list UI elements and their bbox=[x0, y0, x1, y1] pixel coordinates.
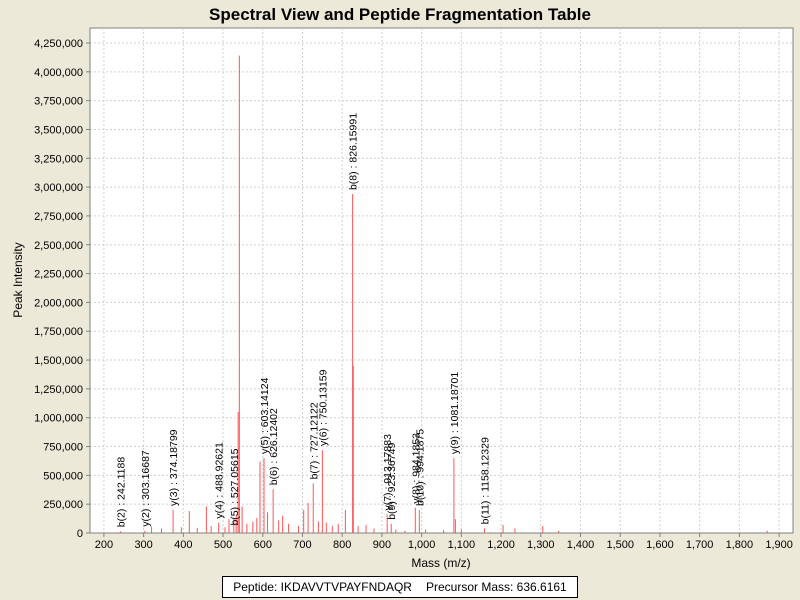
peak-label: y(9) : 1081.18701 bbox=[449, 372, 461, 454]
x-tick-label: 1,800 bbox=[726, 539, 754, 551]
peak-label: y(3) : 374.18799 bbox=[168, 429, 180, 506]
x-tick-label: 400 bbox=[174, 539, 192, 551]
x-tick-label: 300 bbox=[134, 539, 152, 551]
y-tick-label: 1,500,000 bbox=[34, 355, 83, 367]
peak-series bbox=[120, 55, 768, 533]
y-tick-label: 2,750,000 bbox=[34, 211, 83, 223]
x-tick-label: 900 bbox=[373, 539, 391, 551]
chart-title: Spectral View and Peptide Fragmentation … bbox=[209, 5, 591, 24]
peak-label: b(10) : 994.1875 bbox=[414, 429, 426, 506]
x-tick-label: 1,000 bbox=[408, 539, 436, 551]
peak-label: b(11) : 1158.12329 bbox=[479, 437, 491, 524]
y-axis-label: Peak Intensity bbox=[11, 242, 25, 317]
peak-label: b(8) : 826.15991 bbox=[348, 113, 360, 190]
x-tick-label: 600 bbox=[254, 539, 272, 551]
x-tick-label: 1,700 bbox=[686, 539, 714, 551]
y-tick-label: 1,000,000 bbox=[34, 413, 83, 425]
x-tick-label: 1,400 bbox=[567, 539, 595, 551]
y-tick-label: 1,750,000 bbox=[34, 326, 83, 338]
peak-label: b(7) : 727.12122 bbox=[308, 402, 320, 479]
peak-label: b(5) : 527.05615 bbox=[229, 448, 241, 525]
x-tick-label: 800 bbox=[333, 539, 351, 551]
peak-label: b(9) : 923.36749 bbox=[386, 443, 398, 520]
y-tick-label: 2,000,000 bbox=[34, 297, 83, 309]
x-tick-label: 1,500 bbox=[606, 539, 634, 551]
x-tick-label: 1,900 bbox=[765, 539, 793, 551]
y-tick-label: 4,250,000 bbox=[34, 38, 83, 50]
x-tick-label: 1,600 bbox=[646, 539, 674, 551]
y-tick-label: 250,000 bbox=[43, 499, 83, 511]
y-tick-label: 2,250,000 bbox=[34, 269, 83, 281]
y-tick-label: 3,750,000 bbox=[34, 96, 83, 108]
precursor-mass: Precursor Mass: 636.6161 bbox=[425, 580, 567, 594]
peak-label: b(6) : 626.12402 bbox=[268, 408, 280, 485]
y-tick-label: 4,000,000 bbox=[34, 67, 83, 79]
peak-label: y(4) : 488.92621 bbox=[214, 442, 226, 519]
peak-label: y(5) : 603.14124 bbox=[259, 377, 271, 454]
peak-label: y(6) : 750.13159 bbox=[317, 369, 329, 446]
x-axis-label: Mass (m/z) bbox=[411, 556, 470, 570]
plot-area bbox=[89, 27, 794, 534]
y-tick-label: 0 bbox=[77, 528, 83, 540]
peak-label: b(2) : 242.1188 bbox=[116, 457, 128, 528]
x-tick-label: 500 bbox=[214, 539, 232, 551]
x-tick-label: 200 bbox=[95, 539, 113, 551]
y-tick-label: 1,250,000 bbox=[34, 384, 83, 396]
grid-lines bbox=[90, 28, 793, 534]
peak-label: y(7) : 913.17883 bbox=[382, 434, 394, 511]
y-tick-label: 3,250,000 bbox=[34, 153, 83, 165]
x-tick-label: 700 bbox=[293, 539, 311, 551]
x-tick-label: 1,300 bbox=[527, 539, 555, 551]
y-tick-label: 750,000 bbox=[43, 442, 83, 454]
peptide-sequence: Peptide: IKDAVVTVPAYFNDAQR bbox=[233, 580, 412, 594]
x-tick-label: 1,100 bbox=[448, 539, 476, 551]
peak-annotations: b(2) : 242.1188 y(2) : 303.16687 y(3) : 37… bbox=[116, 113, 492, 527]
peak-label: y(2) : 303.16687 bbox=[140, 450, 152, 527]
peak-label: y(8) : 984.1853 bbox=[410, 433, 422, 504]
y-tick-label: 3,000,000 bbox=[34, 182, 83, 194]
y-tick-label: 2,500,000 bbox=[34, 240, 83, 252]
y-tick-label: 3,500,000 bbox=[34, 124, 83, 136]
axes: 200 300 400 500 600 700 800 900 1,000 1,100 1,200 1… bbox=[34, 28, 793, 551]
x-tick-label: 1,200 bbox=[487, 539, 515, 551]
legend-box: Peptide: IKDAVVTVPAYFNDAQR Precursor Mass… bbox=[222, 576, 578, 598]
y-tick-label: 500,000 bbox=[43, 470, 83, 482]
